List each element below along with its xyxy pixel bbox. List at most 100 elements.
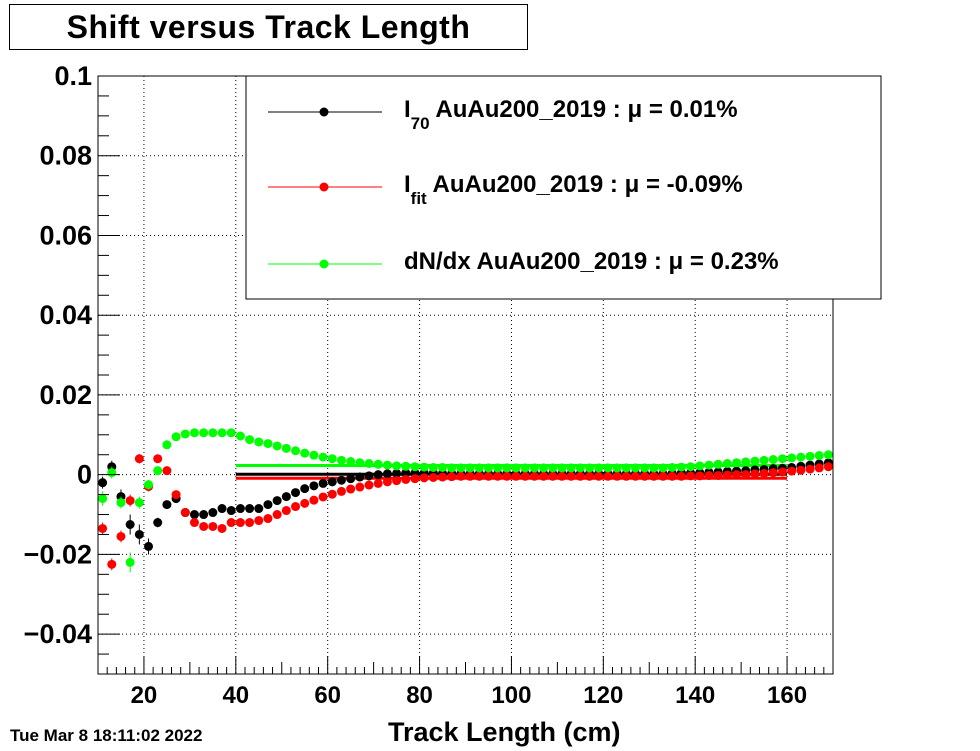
- point-s1-37: [438, 472, 448, 482]
- point-s2-15: [235, 431, 245, 441]
- point-s1-12: [208, 521, 218, 531]
- point-s1-9: [180, 508, 190, 518]
- point-s0-19: [272, 496, 282, 506]
- point-s1-11: [199, 521, 209, 531]
- point-s2-72: [759, 455, 769, 465]
- point-s2-6: [153, 466, 163, 476]
- point-s2-43: [493, 463, 503, 473]
- point-s1-16: [245, 518, 255, 528]
- point-s2-40: [465, 463, 475, 473]
- point-s0-11: [199, 510, 209, 520]
- point-s2-50: [557, 463, 567, 473]
- point-s2-38: [447, 463, 457, 473]
- point-s2-60: [649, 463, 659, 473]
- point-s2-36: [428, 462, 438, 472]
- point-s1-14: [226, 518, 236, 528]
- point-s1-64: [686, 471, 696, 481]
- point-s1-72: [759, 468, 769, 478]
- point-s2-37: [438, 462, 448, 472]
- x-tick-label-3: 80: [406, 682, 433, 709]
- point-s0-10: [189, 510, 199, 520]
- point-s2-10: [189, 428, 199, 438]
- point-s2-54: [594, 463, 604, 473]
- x-tick-label-0: 20: [131, 682, 158, 709]
- point-s2-3: [125, 552, 135, 573]
- point-s2-41: [474, 463, 484, 473]
- point-s2-59: [640, 463, 650, 473]
- legend-entry-0: I70 AuAu200_2019 : μ = 0.01%: [268, 96, 738, 133]
- point-s2-27: [346, 457, 356, 467]
- point-s0-28: [355, 472, 365, 482]
- point-s2-77: [805, 451, 815, 461]
- point-s2-31: [382, 460, 392, 470]
- point-s2-20: [281, 443, 291, 453]
- point-s2-49: [548, 463, 558, 473]
- point-s1-61: [658, 471, 668, 481]
- point-s2-51: [566, 463, 576, 473]
- point-s2-53: [585, 463, 595, 473]
- point-s2-4: [134, 496, 144, 509]
- point-s1-74: [777, 467, 787, 477]
- point-s2-75: [787, 453, 797, 463]
- point-s0-12: [208, 508, 218, 518]
- point-s1-51: [566, 471, 576, 481]
- point-s1-28: [355, 482, 365, 492]
- x-tick-label-1: 40: [222, 682, 249, 709]
- point-s2-33: [401, 461, 411, 471]
- point-s1-1: [107, 558, 117, 571]
- point-s0-7: [162, 500, 172, 510]
- point-s0-21: [291, 488, 301, 498]
- point-s1-31: [382, 477, 392, 487]
- point-s1-75: [787, 466, 797, 476]
- point-s1-39: [456, 471, 466, 481]
- point-s2-61: [658, 463, 668, 473]
- point-s0-30: [373, 470, 383, 480]
- point-s1-56: [612, 471, 622, 481]
- chart-title-box: Shift versus Track Length: [9, 4, 528, 50]
- x-tick-label-4: 100: [491, 682, 531, 709]
- point-s1-25: [327, 489, 337, 499]
- point-s1-21: [291, 502, 301, 512]
- point-s1-38: [447, 472, 457, 482]
- legend-entry-2: dN/dx AuAu200_2019 : μ = 0.23%: [268, 248, 779, 275]
- point-s1-52: [575, 471, 585, 481]
- point-s1-79: [823, 462, 833, 472]
- mean-lines: [235, 463, 788, 480]
- point-s1-36: [428, 472, 438, 482]
- point-s2-22: [300, 448, 310, 458]
- point-s2-21: [291, 446, 301, 456]
- point-s0-20: [281, 492, 291, 502]
- point-s2-67: [713, 459, 723, 469]
- point-s1-2: [116, 530, 126, 543]
- point-s2-64: [686, 462, 696, 472]
- point-s2-7: [162, 440, 172, 450]
- point-s1-48: [539, 471, 549, 481]
- point-s2-30: [373, 459, 383, 469]
- point-s0-0: [98, 476, 108, 489]
- point-s0-29: [364, 471, 374, 481]
- point-s2-17: [254, 437, 264, 447]
- timestamp: Tue Mar 8 18:11:02 2022: [10, 726, 203, 745]
- y-tick-label-2: 0: [77, 460, 92, 490]
- point-s0-5: [144, 538, 154, 555]
- point-s2-26: [336, 455, 346, 465]
- point-s2-58: [630, 463, 640, 473]
- point-s2-47: [529, 463, 539, 473]
- point-s2-39: [456, 463, 466, 473]
- point-s1-3: [125, 494, 135, 507]
- point-s2-48: [539, 463, 549, 473]
- point-s1-68: [722, 470, 732, 480]
- y-tick-label-3: 0.02: [39, 380, 92, 410]
- point-s1-23: [309, 495, 319, 505]
- point-s0-6: [153, 517, 163, 528]
- point-s1-71: [750, 469, 760, 479]
- point-s1-43: [493, 471, 503, 481]
- point-s2-18: [263, 439, 273, 449]
- data-points: [98, 428, 833, 573]
- point-s1-0: [98, 522, 108, 535]
- point-s1-15: [235, 518, 245, 528]
- point-s2-24: [318, 452, 328, 462]
- point-s1-30: [373, 478, 383, 488]
- point-s1-42: [483, 471, 493, 481]
- point-s2-34: [410, 462, 420, 472]
